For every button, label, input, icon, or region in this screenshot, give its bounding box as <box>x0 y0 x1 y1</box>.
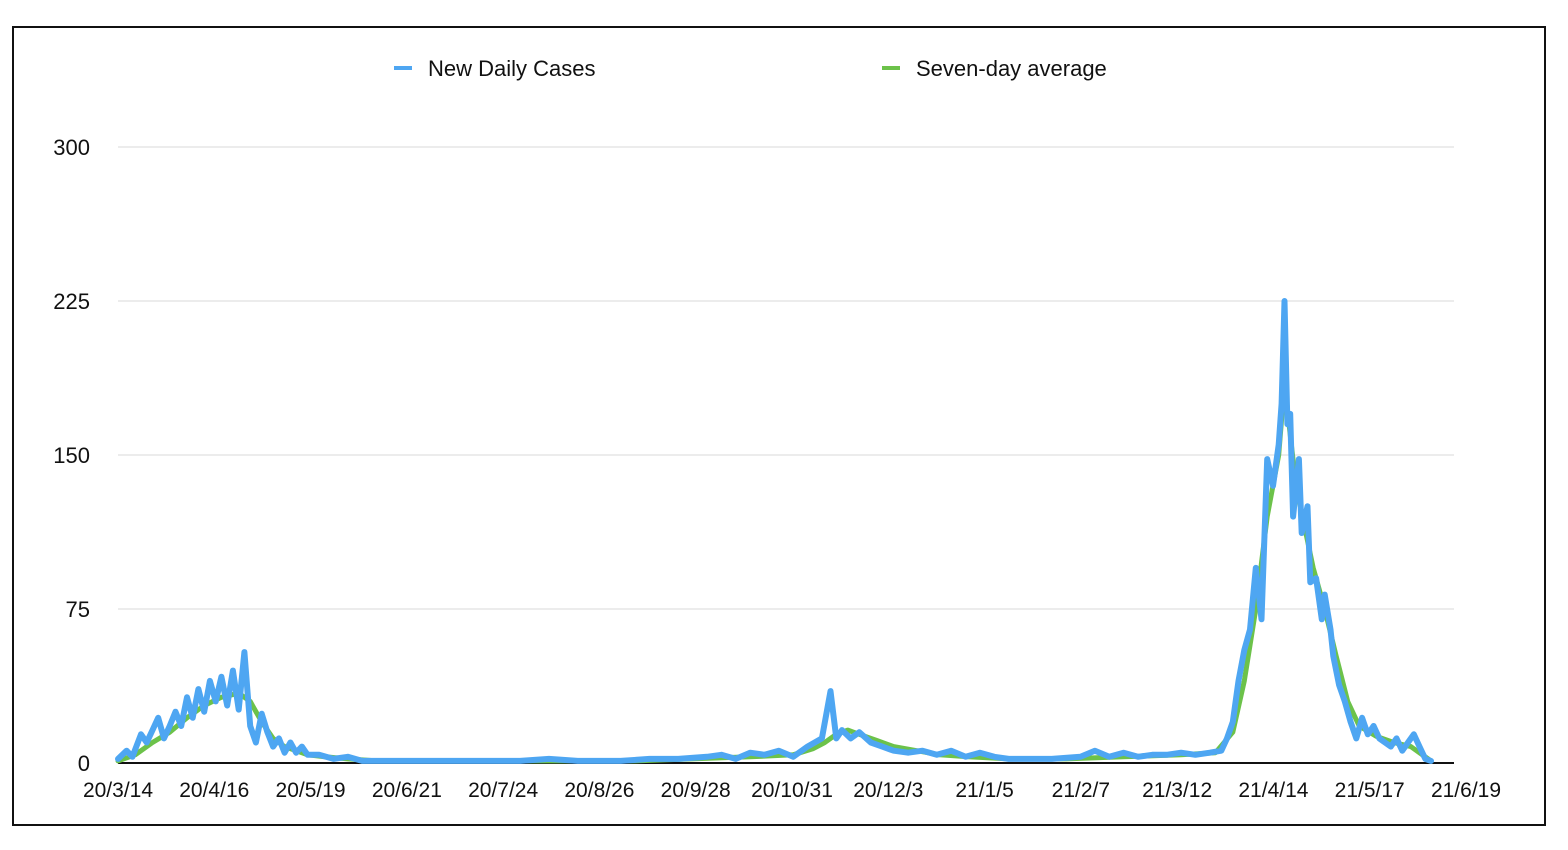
series-line-new-daily-cases <box>115 298 1434 764</box>
gridlines <box>118 146 1454 764</box>
x-tick-label: 20/12/3 <box>853 779 923 802</box>
x-tick-label: 20/4/16 <box>179 779 249 802</box>
chart-frame: 0 75 150 225 300 20/3/14 20/4/16 20/5/19 20/6/2… <box>12 26 1546 826</box>
legend: New Daily Cases Seven-day average <box>394 56 1107 81</box>
x-tick-label: 20/3/14 <box>83 779 153 802</box>
x-tick-label: 20/7/24 <box>468 779 538 802</box>
y-tick-label: 0 <box>78 751 90 776</box>
x-tick-label: 21/1/5 <box>955 779 1013 802</box>
x-tick-label: 21/6/19 <box>1431 779 1501 802</box>
y-axis-ticks: 0 75 150 225 300 <box>53 135 90 776</box>
x-axis-ticks: 20/3/14 20/4/16 20/5/19 20/6/21 20/7/24 20/8/… <box>83 779 1501 802</box>
legend-label-seven-day-average: Seven-day average <box>916 56 1107 81</box>
x-tick-label: 21/4/14 <box>1238 779 1308 802</box>
legend-label-new-daily-cases: New Daily Cases <box>428 56 596 81</box>
x-tick-label: 20/5/19 <box>276 779 346 802</box>
y-tick-label: 225 <box>53 289 90 314</box>
x-tick-label: 21/5/17 <box>1335 779 1405 802</box>
y-tick-label: 300 <box>53 135 90 160</box>
y-tick-label: 150 <box>53 443 90 468</box>
x-tick-label: 20/10/31 <box>751 779 833 802</box>
line-chart: 0 75 150 225 300 20/3/14 20/4/16 20/5/19 20/6/2… <box>53 56 1501 802</box>
y-tick-label: 75 <box>66 597 90 622</box>
x-tick-label: 21/3/12 <box>1142 779 1212 802</box>
x-tick-label: 20/8/26 <box>564 779 634 802</box>
series-lines <box>115 298 1434 764</box>
x-tick-label: 20/9/28 <box>661 779 731 802</box>
x-tick-label: 21/2/7 <box>1052 779 1110 802</box>
x-tick-label: 20/6/21 <box>372 779 442 802</box>
